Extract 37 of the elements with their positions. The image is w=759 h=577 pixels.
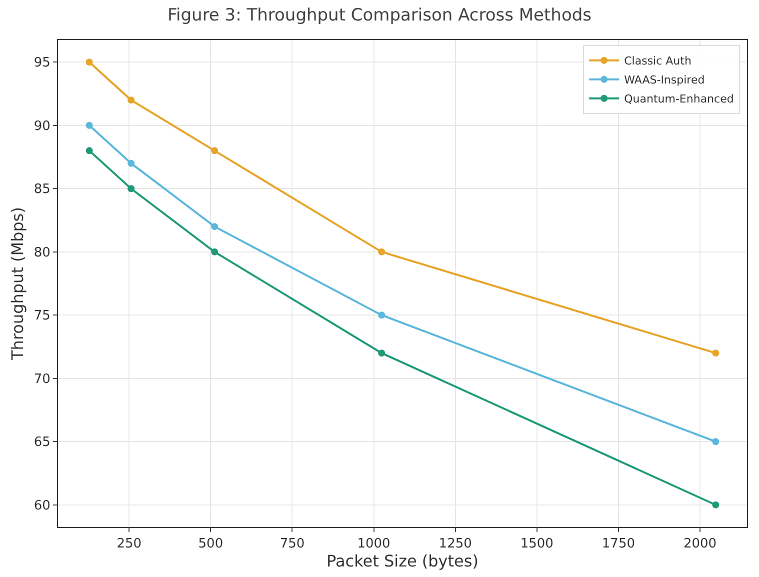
point [86,122,93,129]
point [712,501,720,508]
y-tick-label: 95 [34,56,50,71]
point [211,147,218,154]
y-tick-label: 75 [34,308,50,324]
chart-title: Figure 3: Throughput Comparison Across Methods [167,6,592,26]
y-tick-label: 80 [34,245,50,260]
point [86,58,93,66]
point [211,223,218,230]
legend-label: Quantum-Enhanced [624,92,734,106]
y-tick-label: 85 [34,182,50,198]
point [378,248,386,256]
x-tick-label: 2000 [683,536,717,552]
point [378,350,386,357]
point [712,350,720,357]
point [128,96,135,104]
point [128,185,135,192]
point [211,248,218,256]
point [378,312,386,319]
y-tick-label: 70 [34,372,50,387]
x-tick-label: 750 [280,536,305,552]
y-tick-label: 90 [34,118,50,134]
legend-label: Classic Auth [624,54,692,68]
x-tick-label: 500 [198,536,224,552]
point [128,160,135,167]
x-tick-label: 1750 [602,536,636,552]
legend-label: WAAS-Inspired [624,74,705,87]
x-axis-title: Packet Size (bytes) [326,552,478,571]
y-tick-label: 60 [34,498,50,514]
x-tick-label: 1250 [438,536,472,552]
y-tick-label: 65 [34,435,50,450]
x-tick-label: 250 [116,536,142,552]
x-tick-label: 1000 [357,536,390,552]
x-tick-label: 1500 [520,536,554,552]
point [86,147,93,154]
point [712,438,720,446]
y-axis-title: Throughput (Mbps) [8,207,27,361]
